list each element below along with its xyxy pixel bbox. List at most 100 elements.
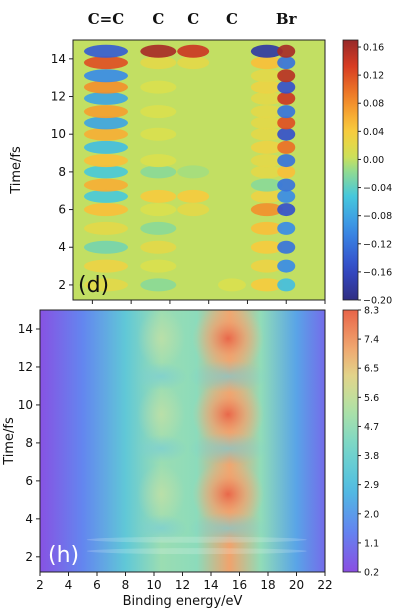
heatmap-d-cell	[250, 278, 283, 292]
heatmap-d-cell	[250, 140, 283, 154]
colorbar-tick-label-d: −0.16	[363, 267, 392, 278]
heatmap-d-cell	[83, 165, 128, 179]
top-label: Br	[276, 10, 298, 28]
heatmap-d-cell	[83, 44, 128, 58]
heatmap-d-cell	[140, 240, 177, 254]
heatmap-d-cell	[277, 165, 296, 179]
colorbar-tick-label-d: 0.16	[363, 43, 384, 54]
heatmap-d-cell	[140, 154, 177, 168]
x-tick-label-h: 8	[122, 578, 130, 592]
heatmap-h-peak	[137, 310, 186, 369]
y-tick-label-h: 10	[18, 398, 33, 412]
colorbar-tick-label-d: −0.08	[363, 211, 392, 222]
x-tick-label-h: 20	[289, 578, 304, 592]
heatmap-d-cell	[140, 105, 177, 119]
heatmap-d-cell	[277, 69, 296, 83]
heatmap-h-peak	[192, 460, 265, 529]
heatmap-h-dip	[135, 434, 188, 463]
heatmap-d-cell	[277, 240, 296, 254]
heatmap-d-cell	[277, 105, 296, 119]
y-tick-label-d: 6	[58, 203, 66, 217]
colorbar-h	[342, 309, 359, 573]
x-axis-label-h: Binding energy/eV	[123, 594, 243, 609]
heatmap-d-cell	[250, 44, 283, 58]
y-tick-label-h: 12	[18, 360, 33, 374]
x-tick-label-h: 22	[317, 578, 332, 592]
colorbar-tick-label-d: 0.00	[363, 155, 384, 166]
heatmap-h-dip	[188, 432, 269, 465]
heatmap-d-cell	[177, 203, 210, 217]
y-tick-label-h: 2	[25, 550, 33, 564]
top-label: C	[226, 10, 238, 28]
x-tick-label-h: 10	[146, 578, 161, 592]
panel-label-h: (h)	[48, 543, 79, 568]
colorbar-tick-label-d: −0.04	[363, 183, 392, 194]
heatmap-d-cell	[177, 44, 210, 58]
heatmap-d-cell	[83, 259, 128, 273]
heatmap-d-cell	[177, 56, 210, 70]
heatmap-d-cell	[83, 69, 128, 83]
x-tick-label-h: 14	[203, 578, 218, 592]
colorbar-tick-label-h: 2.0	[364, 509, 379, 520]
top-label: C	[152, 10, 164, 28]
y-tick-label-h: 6	[25, 474, 33, 488]
heatmap-d-cell	[250, 178, 283, 192]
heatmap-h-band	[86, 536, 307, 543]
heatmap-d-cell	[140, 278, 177, 292]
heatmap-d-cell	[250, 221, 283, 235]
heatmap-d-cell	[277, 259, 296, 273]
heatmap-d-cell	[250, 116, 283, 130]
colorbar-tick-label-h: 7.4	[364, 335, 379, 346]
colorbar-d	[342, 39, 359, 301]
heatmap-d-cell	[83, 116, 128, 130]
heatmap-h-dip	[135, 514, 188, 543]
heatmap-h-peak	[137, 464, 186, 525]
y-tick-label-d: 12	[51, 90, 66, 104]
heatmap-d-cell	[83, 221, 128, 235]
colorbar-tick-label-h: 3.8	[364, 451, 379, 462]
heatmap-d-cell	[277, 178, 296, 192]
heatmap-h-band	[86, 548, 307, 555]
axes-frame-d	[72, 39, 326, 301]
heatmap-d-cell	[277, 80, 296, 94]
heatmap-d-cell	[250, 189, 283, 203]
colorbar-tick-label-h: 0.2	[364, 568, 379, 579]
y-tick-label-d: 8	[58, 165, 66, 179]
y-tick-label-d: 4	[58, 240, 66, 254]
y-axis-label-h: Time/fs	[2, 417, 17, 466]
heatmap-d-cell	[140, 189, 177, 203]
heatmap-d-cell	[250, 165, 283, 179]
heatmap-d-cell	[83, 240, 128, 254]
x-tick-label-h: 18	[260, 578, 275, 592]
heatmap-d-cell	[83, 80, 128, 94]
x-tick-label-h: 12	[175, 578, 190, 592]
heatmap-d-cell	[250, 69, 283, 83]
heatmap-d-cell	[83, 203, 128, 217]
colorbar-tick-label-d: −0.12	[363, 239, 392, 250]
heatmap-d-cell	[140, 80, 177, 94]
heatmap-d-cell	[250, 91, 283, 105]
colorbar-tick-label-h: 8.3	[364, 306, 379, 317]
heatmap-d-cell	[83, 189, 128, 203]
heatmap-d-cell	[277, 154, 296, 168]
colorbar-tick-label-h: 2.9	[364, 480, 379, 491]
heatmap-d-cell	[140, 56, 177, 70]
heatmap-d-cell	[277, 116, 296, 130]
heatmap-d-cell	[277, 278, 296, 292]
colorbar-tick-label-d: 0.04	[363, 127, 384, 138]
heatmap-d-cell	[277, 44, 296, 58]
heatmap-d-cell	[277, 221, 296, 235]
panel-label-d: (d)	[78, 273, 109, 298]
heatmap-d-cell	[83, 154, 128, 168]
heatmap-h-dip	[188, 360, 269, 393]
heatmap-d-cell	[83, 105, 128, 119]
heatmap-d-cell	[277, 189, 296, 203]
heatmap-d-cell	[83, 91, 128, 105]
heatmap-d-cell	[277, 203, 296, 217]
colorbar-tick-label-h: 1.1	[364, 538, 379, 549]
x-tick-label-h: 2	[36, 578, 44, 592]
x-tick-label-h: 4	[65, 578, 73, 592]
colorbar-tick-label-d: 0.08	[363, 99, 384, 110]
top-label: C=C	[88, 10, 125, 28]
